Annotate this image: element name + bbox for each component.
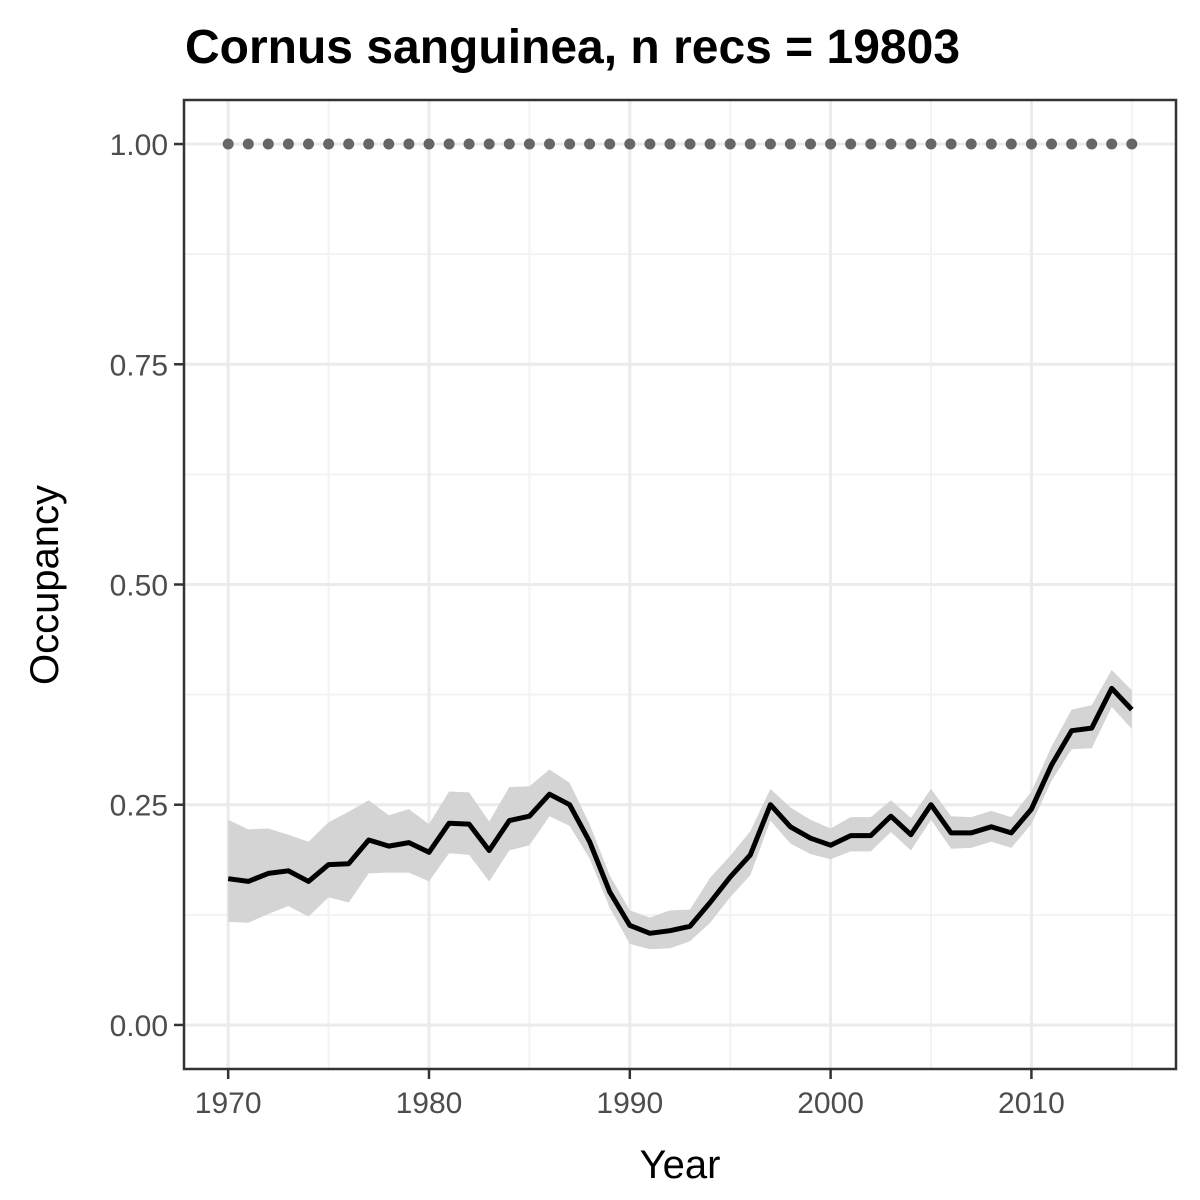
x-tick-label: 2010 <box>998 1087 1065 1120</box>
reference-point <box>825 138 837 150</box>
x-axis-title: Year <box>640 1143 721 1187</box>
reference-point <box>303 138 314 150</box>
reference-point <box>905 138 917 150</box>
y-axis-title: Occupancy <box>23 485 67 685</box>
confidence-ribbon-layer <box>228 669 1132 950</box>
occupancy-line <box>227 685 1134 936</box>
occupancy-line-layer <box>227 685 1134 936</box>
reference-point <box>1126 138 1138 150</box>
reference-point <box>242 138 254 150</box>
reference-point <box>503 138 515 150</box>
reference-point <box>343 138 355 150</box>
reference-point <box>1086 138 1098 150</box>
y-tick-label: 0.50 <box>110 570 168 603</box>
y-tick-label: 0.00 <box>110 1010 168 1043</box>
reference-point <box>945 138 957 150</box>
reference-point <box>624 138 636 150</box>
y-tick-label: 0.75 <box>110 349 168 382</box>
x-tick-label: 1990 <box>596 1087 663 1120</box>
x-axis: 1970 1980 1990 2000 2010 <box>195 1069 1065 1120</box>
reference-point <box>744 138 756 150</box>
reference-point <box>664 138 676 150</box>
reference-point <box>985 138 997 150</box>
reference-point <box>544 138 555 150</box>
reference-point <box>1025 138 1037 150</box>
y-tick-label: 1.00 <box>110 129 168 162</box>
reference-point <box>523 138 535 150</box>
reference-point <box>644 138 656 150</box>
reference-point <box>885 138 897 150</box>
x-tick-label: 1980 <box>396 1087 463 1120</box>
y-axis: 0.00 0.25 0.50 0.75 1.00 <box>110 129 184 1043</box>
reference-point <box>684 138 696 150</box>
reference-point <box>584 138 596 150</box>
reference-point <box>282 138 294 150</box>
reference-point <box>865 138 877 150</box>
reference-point <box>724 138 736 150</box>
reference-point <box>363 138 375 150</box>
reference-point <box>965 138 977 150</box>
x-tick-label: 1970 <box>195 1087 262 1120</box>
reference-point <box>1106 138 1118 150</box>
reference-point <box>423 138 435 150</box>
reference-point <box>764 138 776 150</box>
reference-point <box>1066 138 1078 150</box>
reference-point <box>222 138 234 150</box>
reference-point <box>1046 138 1057 150</box>
chart-title: Cornus sanguinea, n recs = 19803 <box>185 21 960 74</box>
reference-point <box>403 138 415 150</box>
reference-point <box>805 138 816 150</box>
reference-point <box>483 138 495 150</box>
reference-point <box>463 138 475 150</box>
reference-point <box>604 138 616 150</box>
reference-point <box>845 138 857 150</box>
confidence-ribbon <box>228 669 1132 950</box>
reference-point <box>1005 138 1017 150</box>
reference-point <box>443 138 455 150</box>
reference-point <box>323 138 335 150</box>
reference-point <box>704 138 716 150</box>
reference-point <box>564 138 576 150</box>
reference-point <box>784 138 796 150</box>
x-tick-label: 2000 <box>797 1087 864 1120</box>
reference-point <box>383 138 395 150</box>
reference-points-layer <box>222 138 1138 150</box>
reference-point <box>262 138 274 150</box>
grid <box>184 100 1176 1069</box>
y-tick-label: 0.25 <box>110 790 168 823</box>
reference-point <box>925 138 937 150</box>
